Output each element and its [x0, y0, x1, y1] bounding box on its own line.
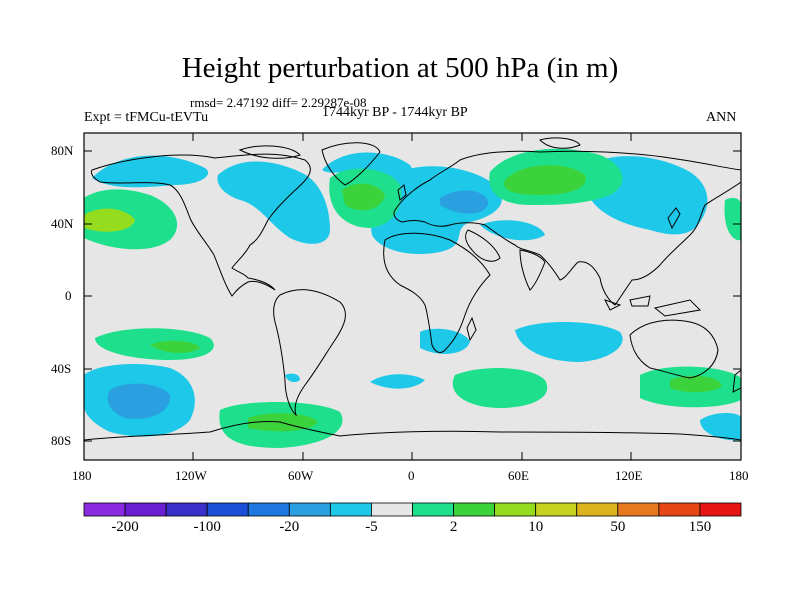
negative-region [700, 413, 741, 441]
coastline-australia [629, 319, 719, 379]
coastline-antarctica [84, 421, 741, 441]
lon-label: 0 [408, 468, 415, 483]
negative-region [515, 321, 623, 362]
lon-label: 120W [175, 468, 207, 483]
colorbar-swatch [288, 502, 331, 517]
positive-region [504, 165, 586, 195]
colorbar-swatch [494, 502, 537, 517]
coastline-madagascar [466, 316, 477, 342]
coastlines [84, 137, 741, 441]
coastline-greenland [321, 142, 381, 186]
colorbar-swatch [124, 502, 167, 517]
coastline-south-america [273, 289, 346, 417]
lat-label: 40N [51, 216, 74, 231]
colorbar-swatch [206, 502, 249, 517]
colorbar-swatch [535, 502, 578, 517]
positive-region [724, 197, 741, 241]
map-title: Height perturbation at 500 hPa (in m) [181, 52, 619, 84]
lon-label: 180 [729, 468, 749, 483]
colorbar-swatch [165, 502, 208, 517]
contour-field [84, 137, 741, 448]
negative-region [92, 155, 209, 188]
colorbar-swatch [699, 502, 742, 517]
colorbar-swatch [329, 502, 372, 517]
colorbar-swatch [576, 502, 619, 517]
negative-region [285, 373, 300, 383]
coastline-indonesia [629, 295, 651, 307]
lon-label: 60W [288, 468, 314, 483]
positive-region [84, 208, 135, 232]
lon-label: 120E [615, 468, 643, 483]
coastline-japan [667, 207, 681, 230]
colorbar [83, 502, 742, 517]
coastline-british-isles [397, 184, 407, 201]
colorbar-label: -200 [111, 519, 139, 535]
positive-region [670, 375, 722, 393]
colorbar-label: 10 [528, 519, 544, 535]
coastline-north-america [90, 153, 311, 297]
negative-region [440, 190, 489, 214]
coastline-arctic-islands [238, 145, 301, 159]
latitude-ticks [84, 150, 741, 442]
colorbar-swatch [247, 502, 290, 517]
season-label: ANN [706, 110, 737, 125]
colorbar-swatch [371, 502, 413, 517]
coastline-india [519, 249, 546, 291]
positive-region [342, 183, 385, 211]
coastline-indonesia [604, 299, 622, 311]
colorbar-label: 150 [688, 519, 712, 535]
positive-region [150, 340, 200, 353]
coastline-africa [383, 232, 491, 353]
coastline-arabia [465, 229, 501, 262]
experiment-label: Expt = tFMCu-tEVTu [84, 110, 209, 125]
colorbar-swatch [617, 502, 660, 517]
colorbar-label: -100 [193, 519, 221, 535]
colorbar-label: 50 [610, 519, 626, 535]
colorbar-swatch [453, 502, 496, 517]
lat-label: 80S [51, 433, 72, 448]
positive-region [452, 368, 548, 408]
colorbar-label: -20 [279, 519, 300, 535]
negative-region [370, 374, 425, 389]
coastline-indonesia [653, 299, 702, 317]
coastline-eurasia [393, 150, 741, 306]
negative-region [370, 166, 502, 255]
lat-label: 80N [51, 143, 74, 158]
coastline-new-zealand [732, 369, 741, 393]
negative-region [420, 328, 470, 354]
period-label: 1744kyr BP - 1744kyr BP [322, 105, 468, 120]
colorbar-swatch [658, 502, 701, 517]
positive-region [248, 413, 318, 432]
coastline-arctic-islands [539, 137, 581, 149]
longitude-ticks [83, 133, 742, 460]
colorbar-label: -5 [365, 519, 378, 535]
stats-label: rmsd= 2.47192 diff= 2.29287e-08 [190, 95, 367, 110]
lat-label: 0 [65, 288, 72, 303]
negative-region [107, 383, 171, 419]
negative-region [217, 161, 330, 244]
lon-label: 180 [72, 468, 92, 483]
colorbar-label: 2 [449, 519, 458, 535]
lat-label: 40S [51, 361, 72, 376]
negative-region [480, 220, 545, 241]
lon-label: 60E [508, 468, 529, 483]
colorbar-swatch [83, 502, 126, 517]
colorbar-swatch [412, 502, 454, 517]
